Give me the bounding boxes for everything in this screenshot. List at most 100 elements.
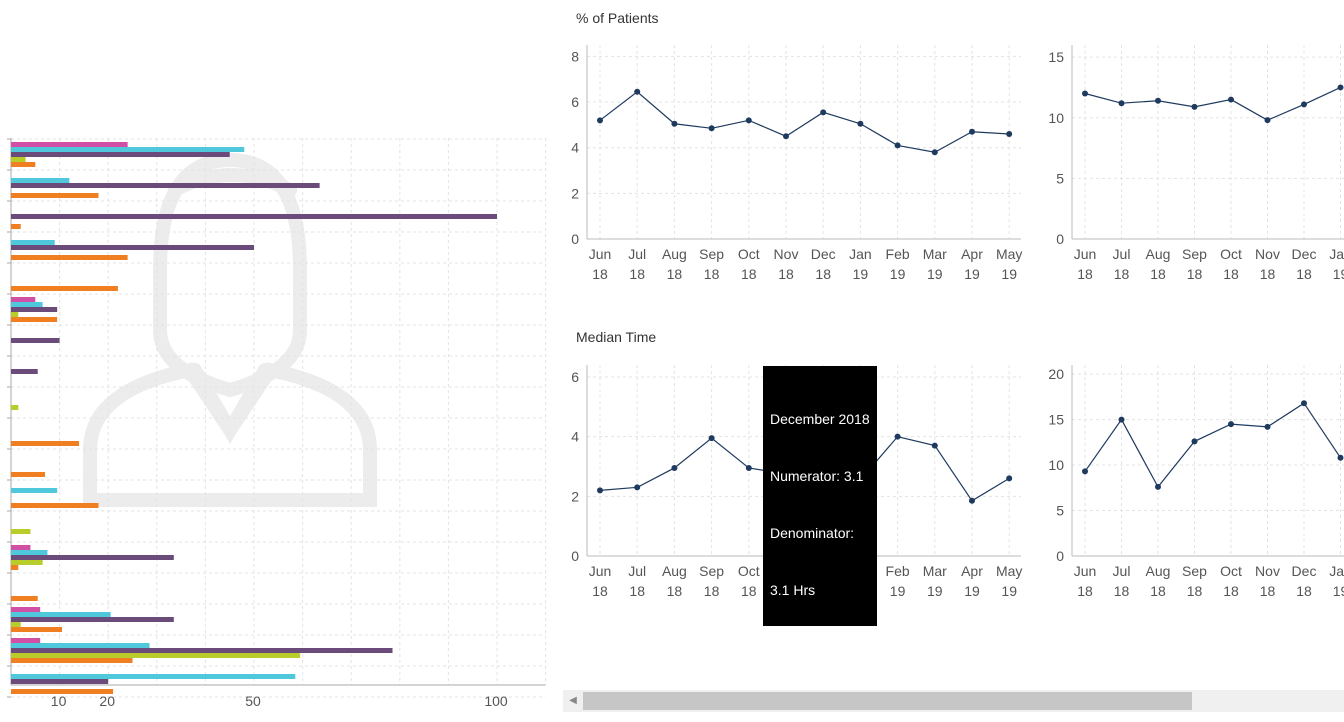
bar [11, 405, 19, 410]
data-point [1118, 416, 1125, 423]
x-tick-label: 19 [1001, 266, 1017, 282]
data-point [597, 487, 603, 494]
bar [11, 643, 150, 648]
x-tick-label: Feb [886, 246, 910, 262]
bar [11, 560, 43, 565]
data-point [1264, 423, 1271, 430]
data-point [1337, 454, 1344, 461]
bar [11, 178, 70, 183]
bar [11, 214, 497, 219]
y-tick-label: 0 [571, 231, 579, 247]
data-point [1118, 100, 1125, 107]
data-point [1006, 131, 1013, 138]
x-tick-label: 18 [1223, 266, 1239, 282]
data-point [820, 109, 827, 116]
bar [11, 302, 43, 307]
x-tick-label: Jun [589, 246, 612, 262]
x-tick-label: 18 [1077, 583, 1093, 599]
data-point [931, 442, 938, 449]
y-tick-label: 5 [1056, 170, 1064, 186]
data-point [597, 117, 603, 124]
x-tick-label: Dec [811, 246, 836, 262]
x-tick-label: Nov [1255, 563, 1280, 579]
x-tick-label: 18 [1187, 266, 1203, 282]
x-tick-label: 18 [1150, 583, 1166, 599]
bar [11, 255, 128, 260]
tooltip-line: Numerator: 3.1 [770, 468, 864, 484]
x-tick-label: 18 [629, 583, 645, 599]
percent-of-patients-title: % of Patients [576, 10, 659, 26]
bar [11, 147, 245, 152]
series-line [1084, 86, 1341, 121]
x-tick-label: 18 [592, 266, 608, 282]
x-tick-label: 50 [245, 693, 261, 709]
median-time-title: Median Time [576, 329, 657, 345]
bar [11, 245, 254, 250]
bar [11, 503, 99, 508]
x-tick-label: 19 [1001, 583, 1017, 599]
x-tick-label: Dec [1292, 246, 1317, 262]
x-tick-label: Jul [628, 246, 646, 262]
bar [11, 312, 19, 317]
x-tick-label: Oct [1220, 246, 1242, 262]
x-tick-label: Jun [1074, 246, 1097, 262]
x-tick-label: 18 [815, 266, 831, 282]
data-point [745, 117, 752, 124]
data-point [745, 464, 752, 471]
tooltip-line: Denominator: [770, 525, 855, 541]
y-tick-label: 8 [571, 48, 579, 64]
data-point [857, 120, 864, 127]
bar [11, 612, 111, 617]
x-tick-label: 18 [667, 266, 683, 282]
x-tick-label: 10 [51, 693, 67, 709]
x-tick-label: Aug [1146, 246, 1171, 262]
x-tick-label: Oct [1220, 563, 1242, 579]
x-tick-label: Sep [1182, 563, 1207, 579]
x-tick-label: 19 [890, 583, 906, 599]
x-tick-label: Jul [1113, 246, 1131, 262]
data-point [894, 142, 901, 149]
bar [11, 653, 301, 658]
data-point [1301, 400, 1307, 407]
x-tick-label: May [996, 246, 1022, 262]
x-tick-label: Nov [774, 246, 799, 262]
bar [11, 338, 60, 343]
bar [11, 545, 31, 550]
x-tick-label: 100 [484, 693, 508, 709]
data-point [1191, 438, 1198, 445]
x-tick-label: Jul [1113, 563, 1131, 579]
bar [11, 152, 230, 157]
x-tick-label: 19 [890, 266, 906, 282]
bar [11, 162, 36, 167]
bar [11, 555, 174, 560]
data-point-tooltip: December 2018 Numerator: 3.1 Denominator… [763, 366, 877, 626]
x-tick-label: Nov [1255, 246, 1280, 262]
bar [11, 607, 41, 612]
y-tick-label: 4 [571, 140, 579, 156]
y-tick-label: 5 [1056, 503, 1064, 519]
x-tick-label: Mar [923, 246, 947, 262]
x-tick-label: Jun [1074, 563, 1097, 579]
x-tick-label: 19 [853, 266, 869, 282]
x-tick-label: Sep [699, 246, 724, 262]
x-tick-label: 18 [741, 266, 757, 282]
x-tick-label: Jan [1329, 563, 1344, 579]
data-point [894, 433, 901, 440]
watermark-collar [188, 363, 272, 444]
y-tick-label: 6 [571, 369, 579, 385]
data-point [1155, 97, 1161, 104]
x-tick-label: Oct [738, 563, 760, 579]
x-tick-label: 18 [1114, 583, 1130, 599]
bar [11, 240, 55, 245]
x-tick-label: Mar [923, 563, 947, 579]
scroll-left-arrow-icon[interactable]: ◀ [569, 695, 577, 706]
data-point [671, 464, 678, 471]
scrollbar-thumb[interactable] [583, 692, 1192, 710]
data-point [1191, 103, 1198, 110]
bar [11, 550, 48, 555]
x-tick-label: Sep [699, 563, 724, 579]
y-tick-label: 10 [1048, 457, 1064, 473]
bar [11, 224, 21, 229]
x-tick-label: 18 [1296, 583, 1312, 599]
horizontal-scrollbar[interactable]: ◀ [563, 690, 1344, 712]
